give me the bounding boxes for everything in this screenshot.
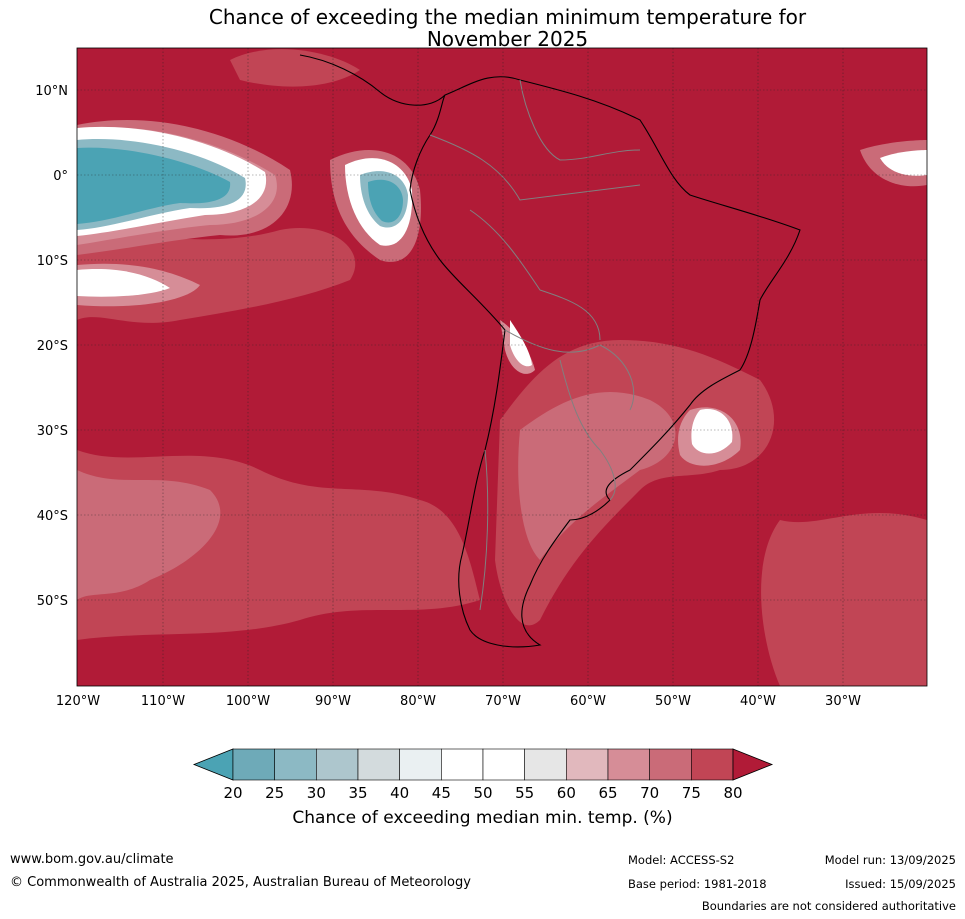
lon-label: 30°W <box>825 694 861 709</box>
colorbar-tick: 75 <box>682 784 701 802</box>
lat-label: 10°N <box>35 84 68 99</box>
footer-base-period: Base period: 1981-2018 <box>628 877 767 891</box>
graticule <box>77 48 927 686</box>
colorbar-tick: 60 <box>557 784 576 802</box>
lon-label: 100°W <box>226 694 270 709</box>
footer-issued: Issued: 15/09/2025 <box>845 877 956 891</box>
map-frame <box>76 47 928 687</box>
colorbar-tick: 40 <box>390 784 409 802</box>
colorbar-tick: 35 <box>348 784 367 802</box>
colorbar-tick: 65 <box>598 784 617 802</box>
coastline-south-america <box>299 54 801 648</box>
lon-label: 70°W <box>485 694 521 709</box>
colorbar-tick: 30 <box>307 784 326 802</box>
colorbar-tick: 70 <box>640 784 659 802</box>
map-area <box>77 48 927 686</box>
lon-label: 90°W <box>315 694 351 709</box>
lat-label: 50°S <box>37 594 68 609</box>
lat-label: 30°S <box>37 424 68 439</box>
colorbar-segment <box>607 748 650 781</box>
colorbar-segment <box>524 748 567 781</box>
colorbar-extend-high <box>732 748 774 781</box>
latitude-labels: 10°N 0° 10°S 20°S 30°S 40°S 50°S <box>35 84 68 609</box>
footer-model: Model: ACCESS-S2 <box>628 853 735 867</box>
colorbar-tick: 80 <box>723 784 742 802</box>
footer-disclaimer: Boundaries are not considered authoritat… <box>701 899 956 913</box>
colorbar-segment <box>357 748 400 781</box>
colorbar-tick: 50 <box>473 784 492 802</box>
lon-label: 120°W <box>56 694 100 709</box>
footer-model-run: Model run: 13/09/2025 <box>824 853 956 867</box>
lat-label: 40°S <box>37 509 68 524</box>
colorbar-segment <box>649 748 692 781</box>
colorbar-segment <box>316 748 359 781</box>
lon-label: 80°W <box>400 694 436 709</box>
colorbar-label: Chance of exceeding median min. temp. (%… <box>292 808 673 828</box>
colorbar-segment <box>482 748 525 781</box>
colorbar-segment <box>399 748 442 781</box>
map-title-line-2: November 2025 <box>426 27 589 51</box>
contour-band-20 <box>77 147 403 224</box>
footer-url: www.bom.gov.au/climate <box>10 852 174 867</box>
footer-copyright: © Commonwealth of Australia 2025, Austra… <box>10 875 471 890</box>
lat-label: 10°S <box>37 254 68 269</box>
colorbar <box>192 748 774 781</box>
colorbar-tick: 25 <box>265 784 284 802</box>
map-title-line-1: Chance of exceeding the median minimum t… <box>208 5 807 29</box>
lon-label: 110°W <box>141 694 185 709</box>
lon-label: 60°W <box>570 694 606 709</box>
colorbar-tick-labels: 20 25 30 35 40 45 50 55 60 65 70 75 80 <box>223 784 742 802</box>
lon-label: 40°W <box>740 694 776 709</box>
colorbar-segment <box>232 748 275 781</box>
colorbar-segment <box>691 748 734 781</box>
colorbar-extend-low <box>192 748 234 781</box>
lat-label: 0° <box>53 169 68 184</box>
colorbar-tick: 45 <box>432 784 451 802</box>
colorbar-segment <box>441 748 484 781</box>
lat-label: 20°S <box>37 339 68 354</box>
longitude-labels: 120°W 110°W 100°W 90°W 80°W 70°W 60°W 50°W 40°W 3… <box>56 694 861 709</box>
colorbar-segment <box>274 748 317 781</box>
colorbar-tick: 55 <box>515 784 534 802</box>
colorbar-segment <box>566 748 609 781</box>
colorbar-tick: 20 <box>223 784 242 802</box>
lon-label: 50°W <box>655 694 691 709</box>
